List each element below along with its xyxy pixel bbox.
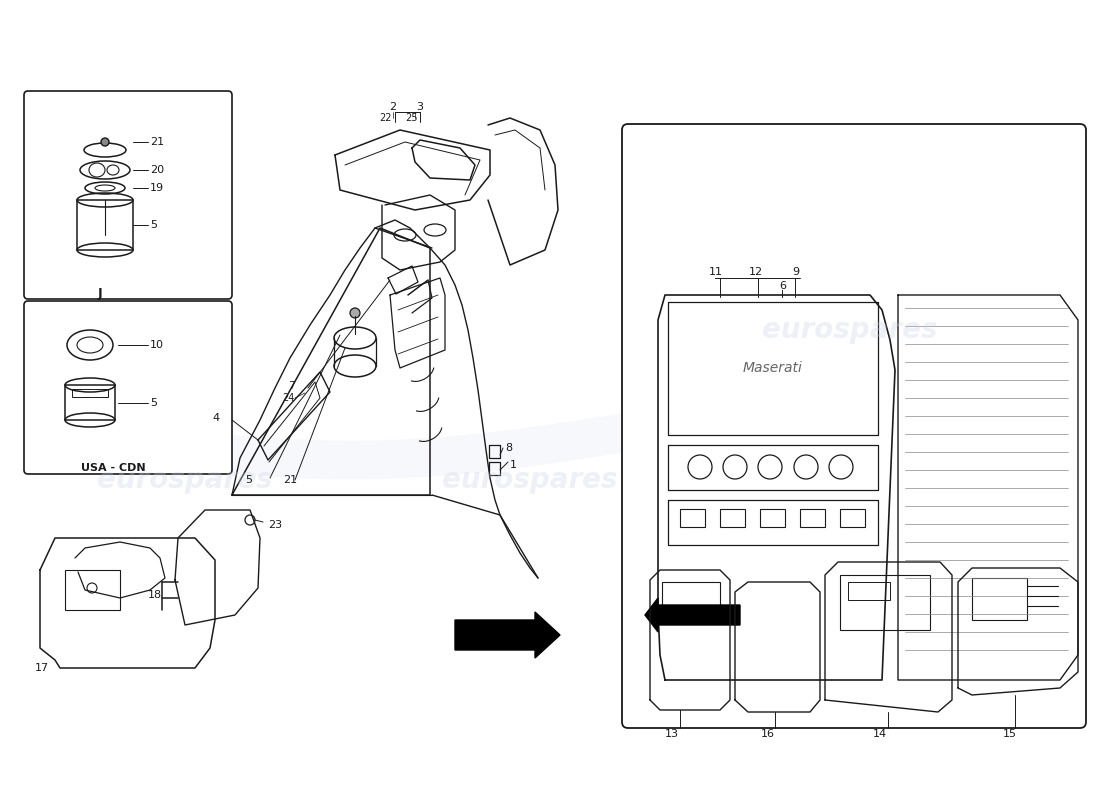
Text: 6: 6 <box>780 281 786 291</box>
Bar <box>720 509 745 527</box>
Text: 16: 16 <box>761 729 776 739</box>
Text: 9: 9 <box>792 267 800 277</box>
Text: eurospares: eurospares <box>762 316 937 344</box>
Text: 22: 22 <box>378 113 392 123</box>
Polygon shape <box>650 340 970 500</box>
Bar <box>680 509 705 527</box>
Bar <box>77 200 133 250</box>
Bar <box>65 570 120 610</box>
Text: USA - CDN: USA - CDN <box>80 463 145 473</box>
Polygon shape <box>455 612 560 658</box>
FancyBboxPatch shape <box>24 91 232 299</box>
Text: 4: 4 <box>213 413 220 423</box>
Text: 18: 18 <box>148 590 162 600</box>
Text: 13: 13 <box>666 729 679 739</box>
Text: J: J <box>98 286 102 299</box>
Circle shape <box>350 308 360 318</box>
Text: 25: 25 <box>406 113 418 123</box>
Bar <box>840 575 929 630</box>
Text: 19: 19 <box>150 183 164 193</box>
Text: 5: 5 <box>150 398 157 408</box>
Text: eurospares: eurospares <box>442 466 618 494</box>
Polygon shape <box>645 598 740 632</box>
Bar <box>972 578 1027 620</box>
Bar <box>848 582 890 600</box>
Text: 5: 5 <box>150 220 157 230</box>
Text: 21: 21 <box>150 137 164 147</box>
Text: 3: 3 <box>417 102 424 112</box>
Bar <box>760 509 785 527</box>
Text: 10: 10 <box>150 340 164 350</box>
Text: 20: 20 <box>150 165 164 175</box>
Text: 11: 11 <box>710 267 723 277</box>
Text: 17: 17 <box>35 663 50 673</box>
Text: 12: 12 <box>749 267 763 277</box>
Bar <box>72 389 108 397</box>
Circle shape <box>101 138 109 146</box>
FancyBboxPatch shape <box>621 124 1086 728</box>
Text: 7: 7 <box>288 381 295 391</box>
FancyBboxPatch shape <box>24 301 232 474</box>
Text: Maserati: Maserati <box>744 361 803 375</box>
Text: 21: 21 <box>283 475 297 485</box>
Text: 1: 1 <box>510 460 517 470</box>
Bar <box>840 509 865 527</box>
Text: 24: 24 <box>283 393 295 403</box>
Bar <box>800 509 825 527</box>
Text: 15: 15 <box>1003 729 1018 739</box>
Text: 2: 2 <box>389 102 397 112</box>
Text: 5: 5 <box>245 475 252 485</box>
Text: eurospares: eurospares <box>97 466 273 494</box>
Text: 23: 23 <box>268 520 282 530</box>
Text: 14: 14 <box>873 729 887 739</box>
Bar <box>65 385 116 420</box>
Text: 8: 8 <box>505 443 513 453</box>
Bar <box>662 582 720 622</box>
